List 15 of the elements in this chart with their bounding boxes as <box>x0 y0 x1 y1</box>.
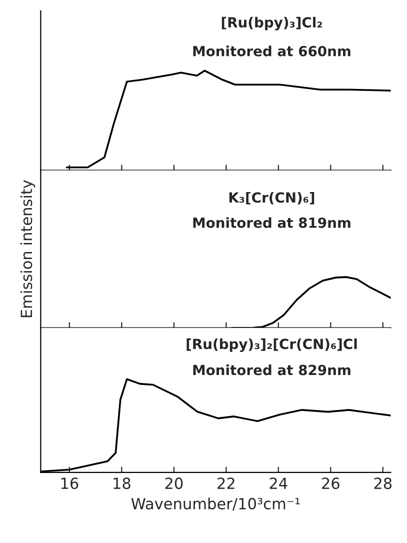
x-tick-label: 18 <box>114 478 130 490</box>
x-axis-title: Wavenumber/10³cm⁻¹ <box>131 498 300 511</box>
x-tick-label: 28 <box>374 478 392 490</box>
text: K₃[Cr(CN)₆] <box>229 192 314 204</box>
text: [Ru(bpy)₃]Cl₂ <box>222 16 322 30</box>
text: Monitored at 660nm <box>193 46 350 56</box>
x-tick-label: 20 <box>165 478 183 490</box>
text: Monitored at 829nm <box>193 364 350 376</box>
text: [Ru(bpy)₃]₂[Cr(CN)₆]Cl <box>186 338 357 352</box>
x-tick-label: 24 <box>270 478 288 489</box>
text: Monitored at 819nm <box>193 217 350 228</box>
x-tick-label: 26 <box>322 478 340 490</box>
x-tick-label: 16 <box>61 478 78 490</box>
x-tick-label: 22 <box>218 478 234 489</box>
y-axis-title: Emission intensity <box>20 180 36 318</box>
